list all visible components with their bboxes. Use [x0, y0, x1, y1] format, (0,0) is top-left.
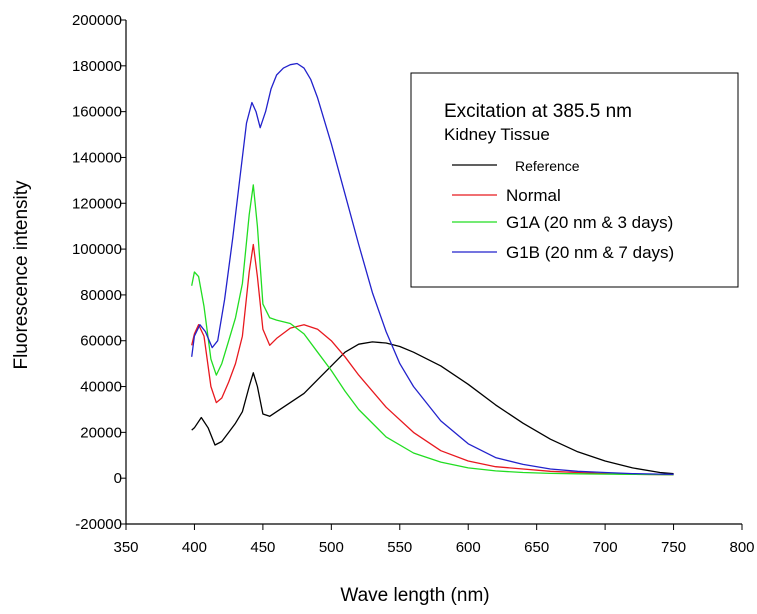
plot-area: [191, 62, 674, 476]
legend-subtitle: Kidney Tissue: [444, 125, 550, 144]
y-axis-title: Fluorescence intensity: [11, 180, 32, 370]
y-tick-label: 160000: [72, 104, 122, 121]
legend-label-reference: Reference: [515, 158, 580, 174]
y-tick-label: 40000: [80, 379, 122, 396]
x-tick-label: 600: [456, 539, 481, 556]
x-tick-label: 750: [661, 539, 686, 556]
legend-box: [410, 72, 739, 288]
y-tick-label: 80000: [80, 287, 122, 304]
y-tick-label: 100000: [72, 241, 122, 258]
x-tick-label: 550: [387, 539, 412, 556]
series-line-reference: [191, 341, 674, 475]
y-tick-label: 200000: [72, 12, 122, 29]
legend-label-g1b: G1B (20 nm & 7 days): [506, 243, 674, 262]
legend: Excitation at 385.5 nm Kidney Tissue Ref…: [410, 72, 739, 288]
y-tick-label: -20000: [75, 516, 122, 533]
legend-label-g1a: G1A (20 nm & 3 days): [506, 213, 673, 232]
x-tick-label: 500: [319, 539, 344, 556]
y-tick-label: 140000: [72, 149, 122, 166]
x-tick-label: 400: [182, 539, 207, 556]
x-tick-label: 350: [113, 539, 138, 556]
series-line-g1a: [191, 184, 674, 476]
y-tick-label: 20000: [80, 424, 122, 441]
y-tick-label: 0: [114, 470, 122, 487]
series-line-normal: [191, 243, 674, 476]
x-tick-label: 800: [729, 539, 754, 556]
x-tick-label: 450: [250, 539, 275, 556]
x-tick-label: 650: [524, 539, 549, 556]
legend-label-normal: Normal: [506, 186, 561, 205]
ticks: 350 400 450 500 550 600 650 700 750 800 -20000 0 200…: [72, 12, 755, 556]
x-axis-title: Wave length (nm): [340, 585, 489, 606]
series-line-g1b: [191, 62, 674, 475]
y-tick-label: 60000: [80, 333, 122, 350]
axes: [125, 20, 742, 525]
y-tick-label: 120000: [72, 195, 122, 212]
legend-title: Excitation at 385.5 nm: [444, 101, 632, 122]
x-tick-label: 700: [593, 539, 618, 556]
y-tick-label: 180000: [72, 58, 122, 75]
